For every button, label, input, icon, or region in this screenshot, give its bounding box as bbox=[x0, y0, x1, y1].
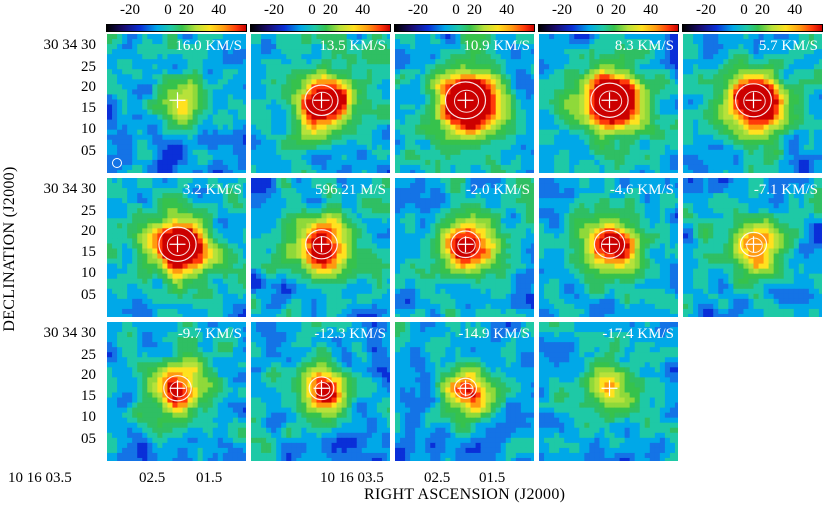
colorbar-4 bbox=[538, 24, 679, 32]
y-tick: 20 bbox=[81, 79, 96, 95]
velocity-label: 16.0 KM/S bbox=[175, 38, 242, 54]
y-tick: 15 bbox=[81, 388, 96, 404]
velocity-label: -4.6 KM/S bbox=[609, 182, 674, 198]
channel-panel: 3.2 KM/S bbox=[106, 177, 247, 318]
colorbar-tick: 20 bbox=[610, 2, 626, 18]
x-axis-title: RIGHT ASCENSION (J2000) bbox=[364, 486, 566, 503]
colorbar-tick: 20 bbox=[178, 2, 194, 18]
colorbar-tick: -20 bbox=[263, 2, 284, 18]
y-tick: 10 bbox=[81, 409, 96, 425]
velocity-label: -7.1 KM/S bbox=[753, 182, 818, 198]
colorbar-5 bbox=[682, 24, 823, 32]
velocity-label: 13.5 KM/S bbox=[319, 38, 386, 54]
y-tick: 25 bbox=[81, 59, 96, 75]
velocity-label: 596.21 M/S bbox=[315, 182, 386, 198]
colorbar-tick: 20 bbox=[754, 2, 770, 18]
channel-panel: 10.9 KM/S bbox=[394, 33, 535, 174]
channel-panel: -12.3 KM/S bbox=[250, 321, 391, 462]
x-tick-col1-0: 10 16 03.5 bbox=[8, 470, 72, 486]
colorbar-tick: 0 bbox=[452, 2, 460, 18]
beam-icon bbox=[112, 158, 122, 168]
y-tick: 20 bbox=[81, 367, 96, 383]
x-tick-col3-0: 10 16 03.5 bbox=[320, 470, 384, 486]
velocity-label: 8.3 KM/S bbox=[614, 38, 674, 54]
y-tick: 25 bbox=[81, 347, 96, 363]
colorbar-tick: 0 bbox=[308, 2, 316, 18]
velocity-label: 3.2 KM/S bbox=[182, 182, 242, 198]
channel-panel: 16.0 KM/S bbox=[106, 33, 247, 174]
colorbar-2 bbox=[250, 24, 391, 32]
channel-panel: -4.6 KM/S bbox=[538, 177, 679, 318]
colorbar-tick: 0 bbox=[740, 2, 748, 18]
channel-panel: -17.4 KM/S bbox=[538, 321, 679, 462]
colorbar-tick: -20 bbox=[407, 2, 428, 18]
y-tick: 10 bbox=[81, 265, 96, 281]
velocity-label: -14.9 KM/S bbox=[458, 326, 530, 342]
channel-panel: 596.21 M/S bbox=[250, 177, 391, 318]
channel-panel: -7.1 KM/S bbox=[682, 177, 823, 318]
y-tick: 15 bbox=[81, 100, 96, 116]
y-tick: 10 bbox=[81, 121, 96, 137]
velocity-label: -2.0 KM/S bbox=[465, 182, 530, 198]
channel-panel: -2.0 KM/S bbox=[394, 177, 535, 318]
channel-panel: -14.9 KM/S bbox=[394, 321, 535, 462]
velocity-label: -12.3 KM/S bbox=[314, 326, 386, 342]
x-tick-col1-2: 01.5 bbox=[196, 470, 223, 486]
x-tick-col3-2: 01.5 bbox=[479, 470, 506, 486]
y-tick: 30 34 30 bbox=[43, 181, 97, 197]
y-axis-title: DECLINATION (J2000) bbox=[1, 166, 18, 332]
x-tick-col3-1: 02.5 bbox=[424, 470, 451, 486]
y-tick: 30 34 30 bbox=[43, 37, 97, 53]
velocity-label: -9.7 KM/S bbox=[177, 326, 242, 342]
x-tick-col1-1: 02.5 bbox=[139, 470, 166, 486]
channel-panel: 8.3 KM/S bbox=[538, 33, 679, 174]
colorbar-tick: 40 bbox=[787, 2, 803, 18]
colorbar-1 bbox=[106, 24, 247, 32]
y-tick: 05 bbox=[81, 287, 96, 303]
colorbar-tick: -20 bbox=[119, 2, 140, 18]
velocity-label: 5.7 KM/S bbox=[758, 38, 818, 54]
y-tick: 15 bbox=[81, 244, 96, 260]
channel-panel: -9.7 KM/S bbox=[106, 321, 247, 462]
velocity-label: -17.4 KM/S bbox=[602, 326, 674, 342]
y-tick: 05 bbox=[81, 431, 96, 447]
y-tick: 25 bbox=[81, 203, 96, 219]
colorbar-tick: 40 bbox=[643, 2, 659, 18]
colorbar-3 bbox=[394, 24, 535, 32]
y-tick: 05 bbox=[81, 143, 96, 159]
y-tick: 20 bbox=[81, 223, 96, 239]
colorbar-tick: 40 bbox=[355, 2, 371, 18]
colorbar-tick: 40 bbox=[211, 2, 227, 18]
colorbar-tick: 20 bbox=[322, 2, 338, 18]
colorbar-tick: -20 bbox=[695, 2, 716, 18]
colorbar-tick: -20 bbox=[551, 2, 572, 18]
colorbar-tick: 0 bbox=[596, 2, 604, 18]
y-tick: 30 34 30 bbox=[43, 325, 97, 341]
colorbar-tick: 20 bbox=[466, 2, 482, 18]
velocity-label: 10.9 KM/S bbox=[463, 38, 530, 54]
colorbar-tick: 0 bbox=[164, 2, 172, 18]
channel-panel: 5.7 KM/S bbox=[682, 33, 823, 174]
colorbar-tick: 40 bbox=[499, 2, 515, 18]
channel-panel: 13.5 KM/S bbox=[250, 33, 391, 174]
